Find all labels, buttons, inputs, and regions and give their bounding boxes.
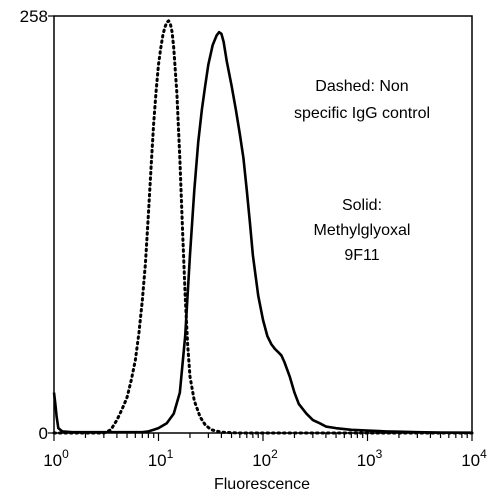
y-tick-label: 258	[20, 7, 48, 26]
series-solid-methylglyoxal	[52, 30, 473, 434]
annotation-line: 9F11	[344, 247, 379, 264]
legend-annotations: Dashed: Non specific IgG control Solid: Met…	[294, 78, 430, 264]
series-layer	[52, 19, 474, 435]
annotation-line: Methylglyoxal	[314, 222, 411, 239]
x-tick-label: 102	[252, 447, 278, 470]
series-dashed-igg-control	[52, 19, 474, 435]
y-tick-label: 0	[39, 424, 48, 443]
annotation-line: specific IgG control	[294, 105, 430, 122]
x-tick-label: 103	[357, 447, 383, 470]
x-tick-label: 100	[43, 447, 69, 470]
annotation-line: Solid:	[342, 197, 382, 214]
x-tick-label: 104	[461, 447, 487, 470]
y-axis-tick-labels: 0 258	[20, 7, 48, 443]
y-axis-ticks	[48, 15, 54, 434]
x-tick-label: 101	[148, 447, 174, 470]
annotation-line: Dashed: Non	[315, 78, 408, 95]
x-axis-tick-labels: 100 101 102 103 104	[43, 447, 487, 470]
x-axis-label: Fluorescence	[214, 476, 310, 493]
